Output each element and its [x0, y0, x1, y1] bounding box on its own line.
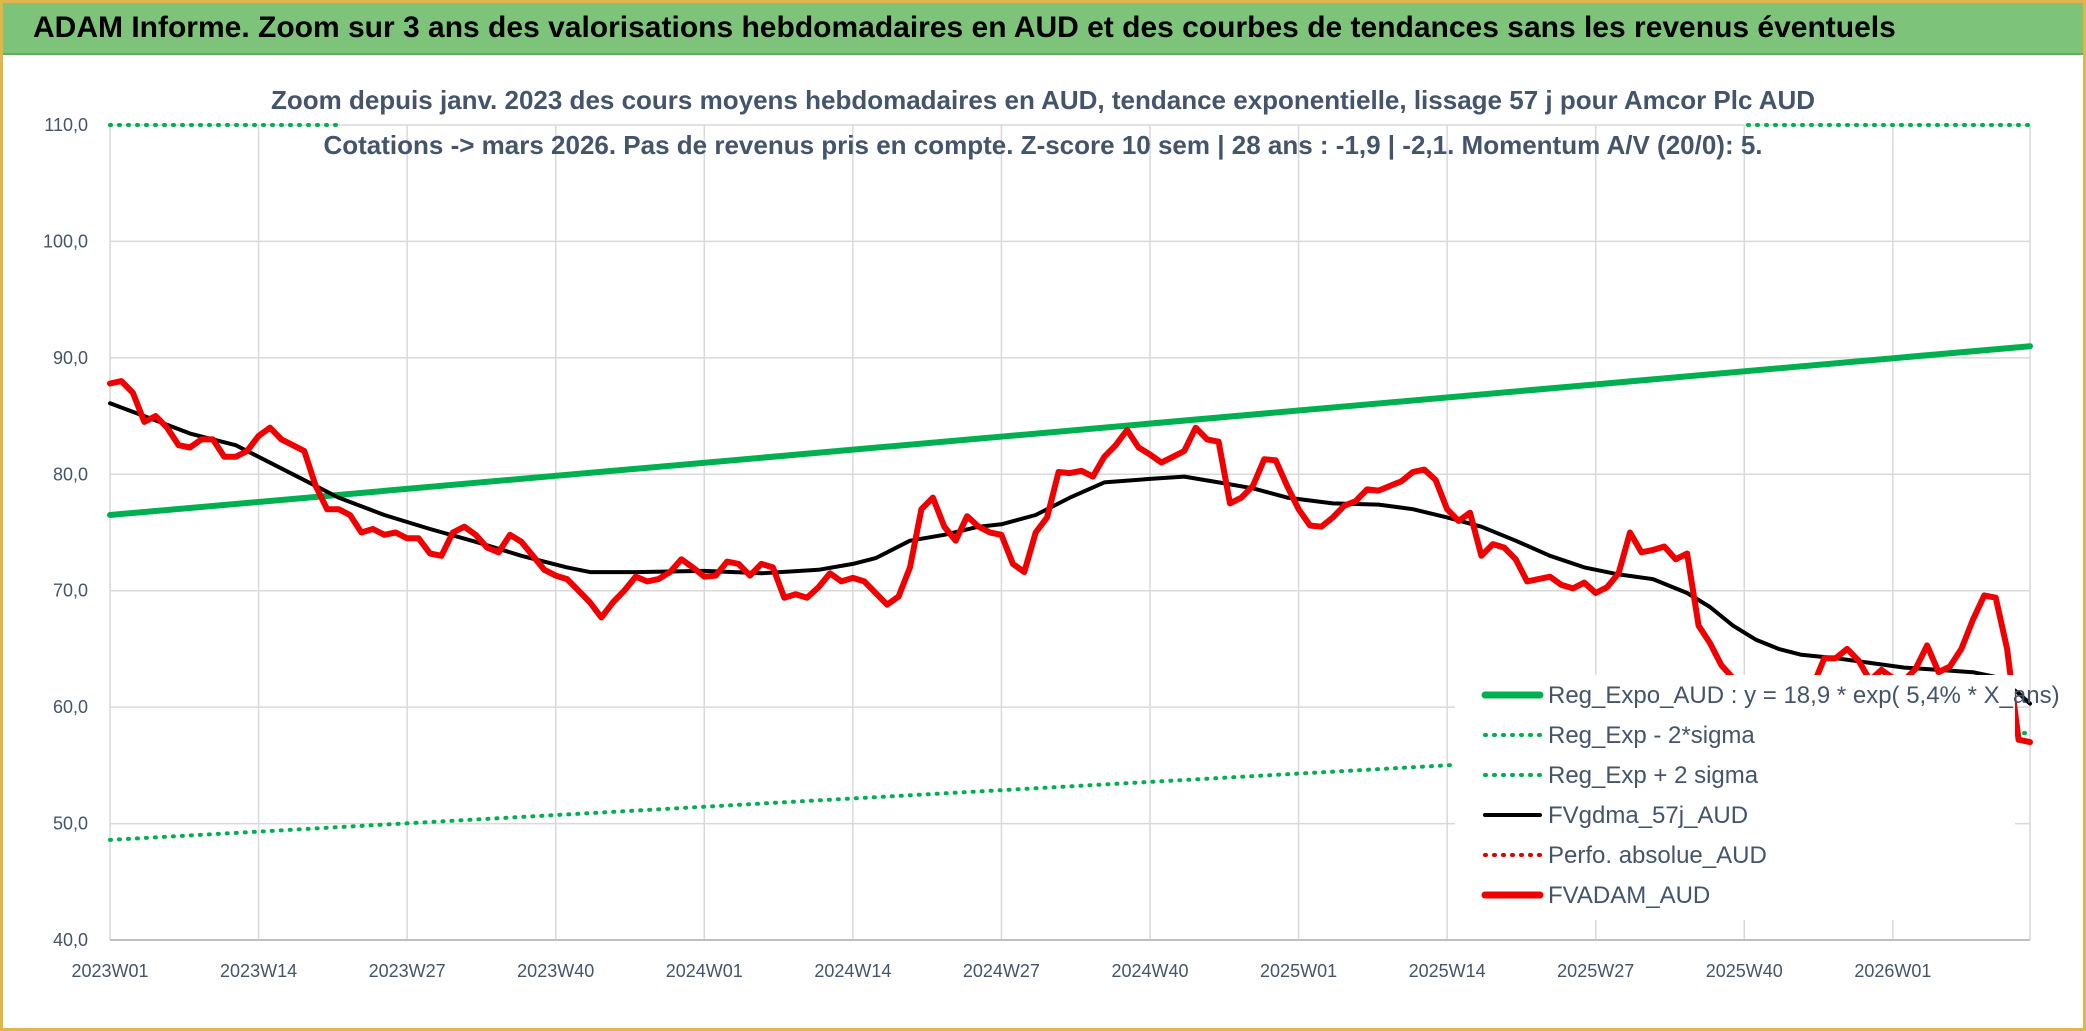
x-tick-label: 2025W14	[1409, 961, 1486, 981]
x-tick-label: 2024W14	[814, 961, 891, 981]
y-tick-label: 90,0	[53, 348, 88, 368]
legend-label-fvgdma-57j-aud: FVgdma_57j_AUD	[1548, 802, 1748, 829]
legend-background	[1455, 675, 2015, 920]
x-tick-label: 2023W01	[71, 961, 148, 981]
legend-label-reg-exp-2-sigma: Reg_Exp + 2 sigma	[1548, 762, 1759, 789]
x-tick-label: 2025W01	[1260, 961, 1337, 981]
y-tick-label: 110,0	[44, 115, 88, 135]
legend-label-perfo-absolue-aud: Perfo. absolue_AUD	[1548, 842, 1767, 869]
series-line-fvgdma-57j-aud	[108, 401, 2032, 706]
report-title-banner: ADAM Informe. Zoom sur 3 ans des valoris…	[3, 3, 2083, 55]
x-tick-label: 2023W40	[517, 961, 594, 981]
y-tick-label: 40,0	[53, 930, 88, 950]
x-tick-label: 2023W27	[369, 961, 446, 981]
x-tick-label: 2024W27	[963, 961, 1040, 981]
legend-label-reg-expo-aud-y-18-9-exp-5-4-x-ans: Reg_Expo_AUD : y = 18,9 * exp( 5,4% * X_…	[1548, 682, 2060, 709]
legend-label-reg-exp-2-sigma: Reg_Exp - 2*sigma	[1548, 722, 1755, 749]
y-tick-label: 60,0	[53, 697, 88, 717]
x-tick-label: 2026W01	[1854, 961, 1931, 981]
y-tick-label: 50,0	[53, 814, 88, 834]
x-tick-label: 2025W27	[1557, 961, 1634, 981]
legend-label-fvadam-aud: FVADAM_AUD	[1548, 882, 1710, 909]
y-tick-label: 80,0	[53, 464, 88, 484]
x-tick-label: 2023W14	[220, 961, 297, 981]
series-line-fvadam-aud	[107, 378, 2033, 746]
chart-subtitle: Cotations -> mars 2026. Pas de revenus p…	[323, 130, 1762, 160]
x-tick-label: 2024W40	[1111, 961, 1188, 981]
y-tick-label: 70,0	[53, 581, 88, 601]
series-line-reg-expo-aud-y-18-9-exp-5-4-x-ans	[107, 343, 2033, 518]
axes: 40,0 50,0 60,0 70,0 80,0 90,0 100,0 110,0 2023W0…	[43, 115, 2030, 981]
x-tick-label: 2024W01	[666, 961, 743, 981]
legend: Reg_Expo_AUD : y = 18,9 * exp( 5,4% * X_…	[1481, 682, 2060, 909]
x-tick-label: 2025W40	[1706, 961, 1783, 981]
chart-title: Zoom depuis janv. 2023 des cours moyens …	[271, 85, 1815, 115]
y-tick-label: 100,0	[43, 231, 88, 251]
